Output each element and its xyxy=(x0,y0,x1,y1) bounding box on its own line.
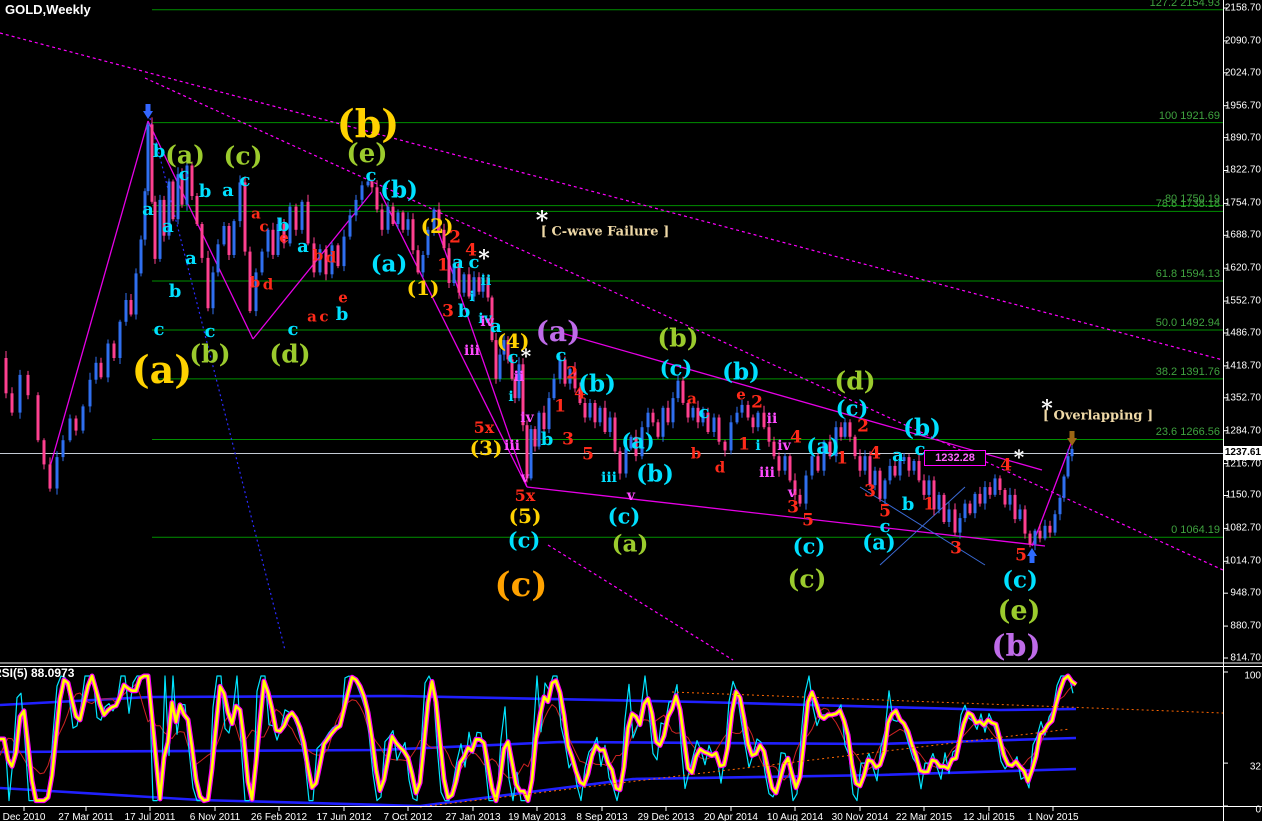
candles xyxy=(4,117,1074,551)
peak-down-arrow xyxy=(143,104,153,119)
low-up-arrow xyxy=(1027,548,1037,563)
trendlines xyxy=(0,32,1224,661)
fib-lines xyxy=(152,9,1223,538)
rsi-curves xyxy=(0,673,1224,808)
chart-arrows xyxy=(143,104,1077,563)
rally-top-arrow xyxy=(1067,431,1077,446)
